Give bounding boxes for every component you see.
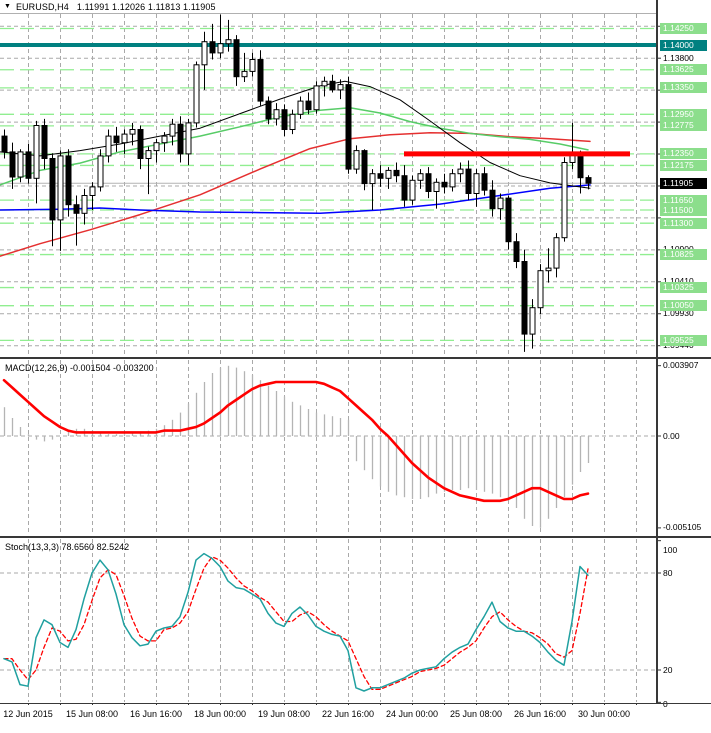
price-axis-label: 1.10410 bbox=[661, 276, 709, 288]
resistance-price-label: 1.14000 bbox=[660, 39, 707, 51]
macd-axis-label: -0.005105 bbox=[661, 522, 709, 534]
chart-title: EURUSD,H4 1.11991 1.12026 1.11813 1.11905 bbox=[16, 2, 216, 12]
price-axis-label: 1.13800 bbox=[661, 52, 709, 64]
stoch-axis-label: 0 bbox=[661, 699, 709, 710]
level-price-label: 1.12775 bbox=[660, 120, 707, 132]
time-axis-label: 18 Jun 00:00 bbox=[193, 709, 247, 719]
stoch-axis-label: 20 bbox=[661, 664, 709, 676]
level-price-label: 1.14250 bbox=[660, 23, 707, 34]
chart-header: ▼ EURUSD,H4 1.11991 1.12026 1.11813 1.119… bbox=[0, 0, 656, 14]
time-axis-label: 12 Jun 2015 bbox=[3, 709, 53, 719]
level-price-label: 1.09525 bbox=[660, 334, 707, 346]
stoch-axis-label: 100 bbox=[661, 545, 709, 556]
quote-ohlc-values: 1.11991 1.12026 1.11813 1.11905 bbox=[76, 1, 216, 12]
current-price-label: 1.11905 bbox=[660, 177, 707, 189]
time-axis-label: 26 Jun 16:00 bbox=[513, 709, 567, 719]
stoch-indicator-label: Stoch(13,3,3) 78.6560 82.5242 bbox=[5, 542, 130, 552]
level-price-label: 1.13625 bbox=[660, 64, 707, 76]
level-price-label: 1.11650 bbox=[660, 194, 707, 206]
macd-axis-label: 0.00 bbox=[661, 430, 709, 442]
macd-axis-label: 0.003907 bbox=[661, 360, 709, 372]
level-price-label: 1.12350 bbox=[660, 148, 707, 160]
level-price-label: 1.10825 bbox=[660, 249, 707, 261]
level-price-label: 1.13350 bbox=[660, 82, 707, 94]
stoch-axis-label: 80 bbox=[661, 567, 709, 579]
time-axis-label: 19 Jun 08:00 bbox=[257, 709, 311, 719]
symbol-timeframe-label: EURUSD,H4 bbox=[15, 1, 69, 12]
time-axis-label: 22 Jun 16:00 bbox=[321, 709, 375, 719]
level-price-label: 1.12175 bbox=[660, 159, 707, 171]
macd-indicator-label: MACD(12,26,9) -0.001504 -0.003200 bbox=[5, 363, 154, 373]
time-axis[interactable] bbox=[0, 705, 711, 733]
level-price-label: 1.11500 bbox=[660, 204, 707, 216]
price-axis-label: 1.09930 bbox=[661, 308, 709, 320]
time-axis-label: 25 Jun 08:00 bbox=[449, 709, 503, 719]
price-scale-separator bbox=[656, 0, 658, 703]
time-axis-label: 16 Jun 16:00 bbox=[129, 709, 183, 719]
macd-stoch-divider[interactable] bbox=[0, 536, 711, 538]
time-axis-border bbox=[0, 703, 711, 704]
price-macd-divider[interactable] bbox=[0, 357, 711, 359]
level-price-label: 1.11300 bbox=[660, 217, 707, 229]
time-axis-label: 15 Jun 08:00 bbox=[65, 709, 119, 719]
level-price-label: 1.12950 bbox=[660, 108, 707, 120]
level-price-label: 1.10325 bbox=[660, 282, 707, 294]
level-price-label: 1.10050 bbox=[660, 300, 707, 312]
time-axis-label: 24 Jun 00:00 bbox=[385, 709, 439, 719]
time-axis-label: 30 Jun 00:00 bbox=[577, 709, 631, 719]
symbol-dropdown-icon[interactable]: ▼ bbox=[4, 2, 11, 10]
